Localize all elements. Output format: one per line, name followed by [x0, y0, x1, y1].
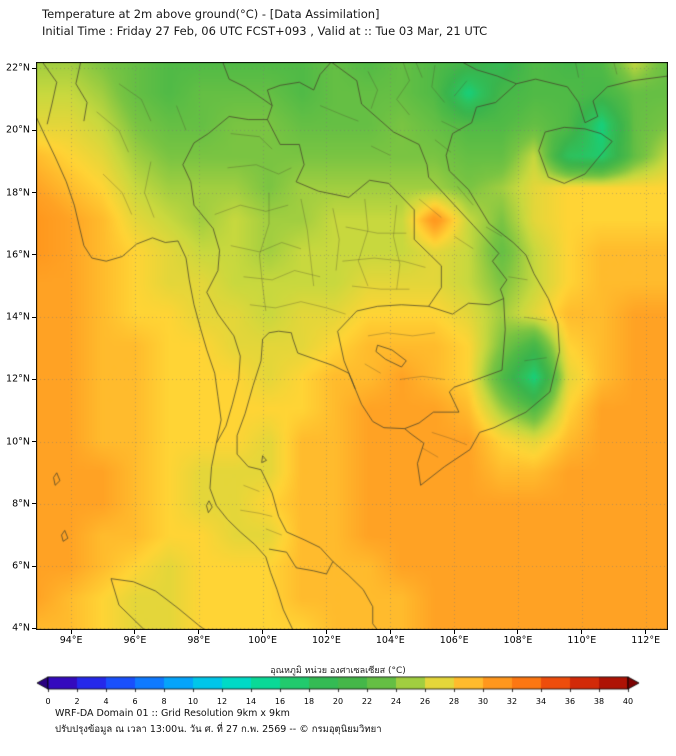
- lon-tick-mark: [645, 630, 647, 634]
- colorbar-tick-label: 32: [506, 697, 518, 706]
- lat-tick-label: 20°N: [6, 124, 30, 136]
- colorbar-tick-label: 16: [274, 697, 286, 706]
- lon-tick-label: 106°E: [439, 635, 469, 646]
- lat-tick-label: 16°N: [6, 249, 30, 261]
- lat-tick-mark: [32, 254, 36, 256]
- lat-tick-mark: [32, 316, 36, 318]
- lat-tick-label: 8°N: [12, 498, 30, 510]
- colorbar-canvas: [36, 676, 640, 696]
- lon-tick-mark: [325, 630, 327, 634]
- lon-tick-mark: [517, 630, 519, 634]
- lon-tick-label: 96°E: [123, 635, 147, 646]
- lon-tick-mark: [134, 630, 136, 634]
- lat-tick-mark: [32, 441, 36, 443]
- colorbar-label: อุณหภูมิ หน่วย องศาเซลเซียส (°C): [270, 666, 406, 676]
- lon-tick-label: 102°E: [312, 635, 341, 646]
- lon-tick-label: 108°E: [503, 635, 533, 646]
- lon-tick-label: 94°E: [59, 635, 83, 646]
- colorbar-tick-label: 36: [564, 697, 576, 706]
- lat-tick-mark: [32, 192, 36, 194]
- colorbar-tick-label: 24: [390, 697, 402, 706]
- lon-tick-mark: [453, 630, 455, 634]
- lat-tick-mark: [32, 503, 36, 505]
- colorbar-tick-label: 18: [303, 697, 315, 706]
- lon-tick-mark: [389, 630, 391, 634]
- colorbar-tick-label: 20: [332, 697, 344, 706]
- colorbar-tick-label: 14: [245, 697, 257, 706]
- lon-tick-mark: [70, 630, 72, 634]
- colorbar-tick-label: 26: [419, 697, 431, 706]
- lat-tick-label: 6°N: [12, 560, 30, 572]
- lat-tick-mark: [32, 565, 36, 567]
- colorbar-tick-label: 40: [622, 697, 634, 706]
- lon-tick-label: 104°E: [375, 635, 405, 646]
- colorbar-tick-label: 12: [216, 697, 228, 706]
- lat-tick-mark: [32, 67, 36, 69]
- colorbar-tick-label: 30: [477, 697, 489, 706]
- lat-tick-label: 22°N: [6, 62, 30, 74]
- lat-tick-label: 18°N: [6, 187, 30, 199]
- footer-update-info: ปรับปรุงข้อมูล ณ เวลา 13:00น. วัน ศ. ที่…: [55, 724, 382, 735]
- lon-tick-label: 100°E: [248, 635, 278, 646]
- colorbar-tick-label: 38: [593, 697, 605, 706]
- lat-tick-label: 10°N: [6, 436, 30, 448]
- footer-domain-info: WRF-DA Domain 01 :: Grid Resolution 9km …: [55, 708, 290, 719]
- colorbar-tick-label: 28: [448, 697, 460, 706]
- colorbar-tick-label: 34: [535, 697, 547, 706]
- colorbar-tick-label: 10: [187, 697, 199, 706]
- lon-tick-mark: [262, 630, 264, 634]
- lon-tick-mark: [198, 630, 200, 634]
- lat-tick-label: 4°N: [12, 622, 30, 634]
- colorbar-tick-label: 6: [132, 697, 138, 706]
- lon-tick-label: 112°E: [631, 635, 661, 646]
- temperature-field-map-canvas: [36, 62, 668, 630]
- lon-tick-label: 110°E: [567, 635, 597, 646]
- colorbar-tick-label: 4: [103, 697, 109, 706]
- lat-tick-mark: [32, 627, 36, 629]
- lat-tick-label: 14°N: [6, 311, 30, 323]
- lat-tick-label: 12°N: [6, 373, 30, 385]
- page-title: Temperature at 2m above ground(°C) - [Da…: [42, 7, 380, 21]
- lat-tick-mark: [32, 129, 36, 131]
- colorbar-tick-label: 0: [45, 697, 51, 706]
- colorbar-tick-label: 8: [161, 697, 167, 706]
- lat-tick-mark: [32, 378, 36, 380]
- colorbar-tick-label: 2: [74, 697, 80, 706]
- lon-tick-mark: [581, 630, 583, 634]
- page-subtitle: Initial Time : Friday 27 Feb, 06 UTC FCS…: [42, 24, 488, 38]
- lon-tick-label: 98°E: [187, 635, 211, 646]
- colorbar-tick-label: 22: [361, 697, 373, 706]
